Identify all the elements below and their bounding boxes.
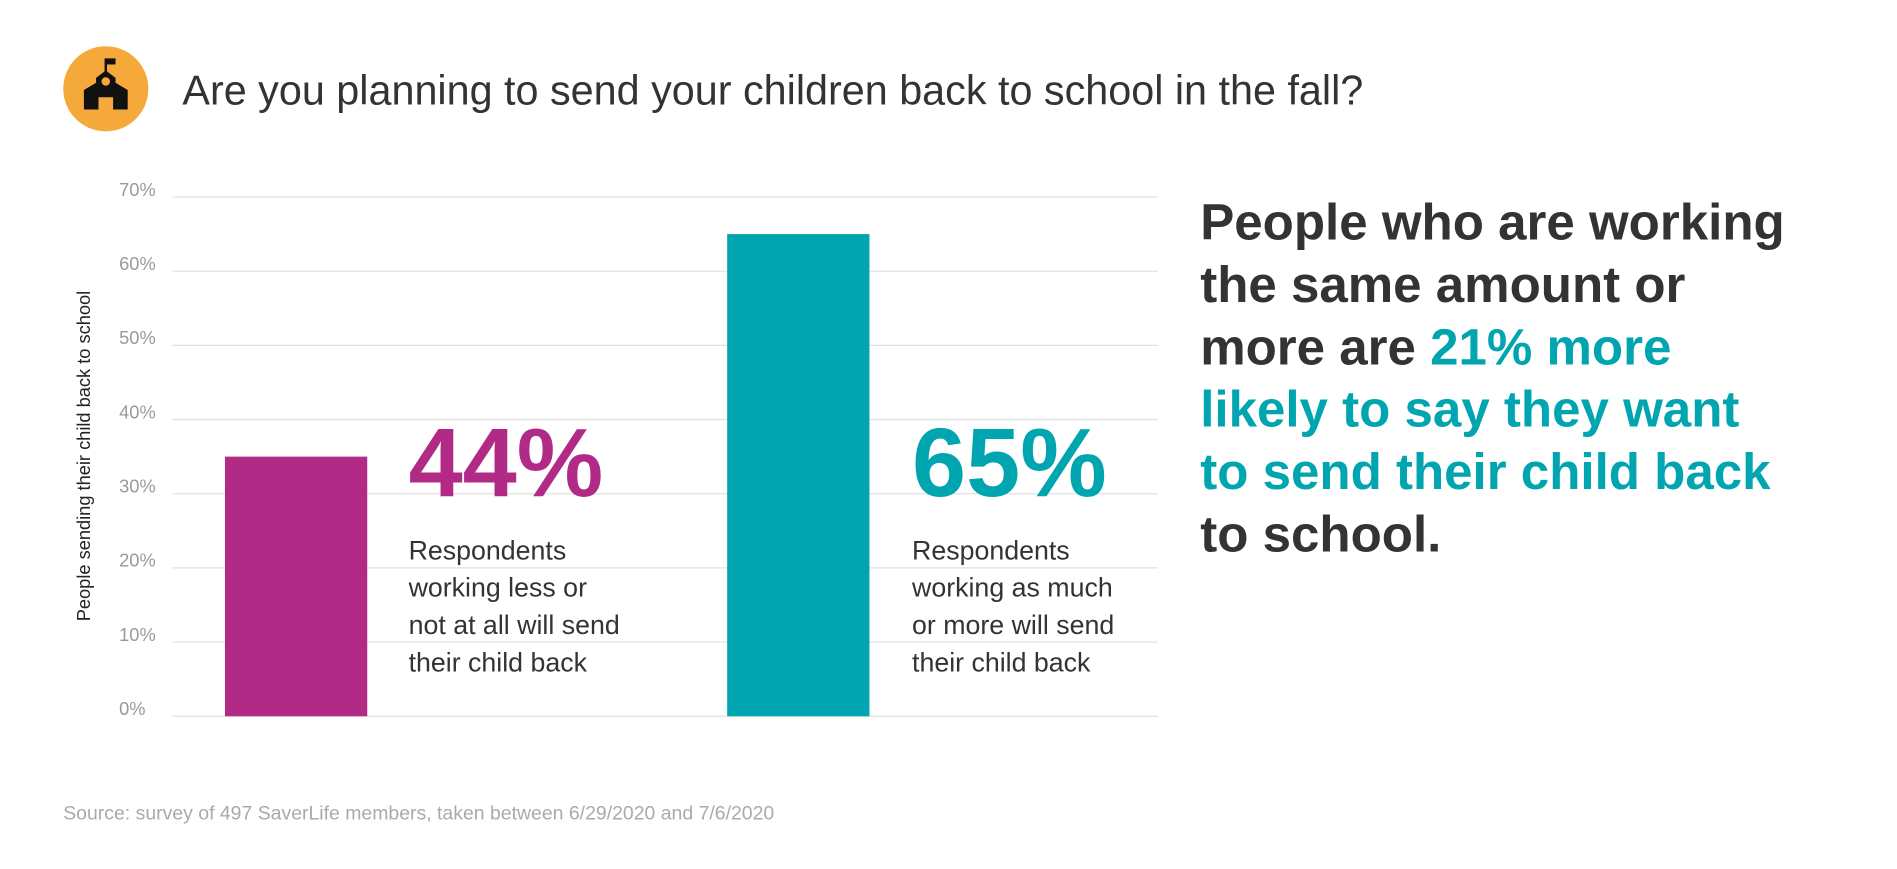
headline-line: likely to say they want — [1200, 381, 1739, 438]
headline-segment: People who are working — [1200, 194, 1785, 251]
headline-line: more are 21% more — [1200, 318, 1671, 375]
chart-title: Are you planning to send your children b… — [182, 68, 1363, 114]
callout-text: or more will send — [912, 610, 1114, 640]
headline-segment: more are — [1200, 318, 1430, 375]
headline-line: to school. — [1200, 505, 1441, 562]
headline-segment: 21% more — [1430, 318, 1671, 375]
callout-text: working less or — [408, 573, 587, 603]
y-tick-label: 70% — [119, 179, 155, 200]
callout-text: not at all will send — [409, 610, 620, 640]
bar — [727, 234, 870, 717]
headline-segment: to school. — [1200, 505, 1441, 562]
headline-line: to send their child back — [1200, 443, 1771, 500]
y-tick-label: 40% — [119, 401, 155, 422]
y-tick-label: 50% — [119, 327, 155, 348]
headline-segment: the same amount or — [1200, 256, 1685, 313]
headline-segment: likely to say they want — [1200, 381, 1739, 438]
headline-line: People who are working — [1200, 194, 1785, 251]
callout-text: Respondents — [912, 535, 1070, 565]
y-axis-label: People sending their child back to schoo… — [73, 291, 94, 621]
headline-line: the same amount or — [1200, 256, 1685, 313]
callout-value: 44% — [409, 408, 604, 517]
y-tick-label: 30% — [119, 476, 155, 497]
y-tick-label: 0% — [119, 698, 145, 719]
y-tick-label: 10% — [119, 624, 155, 645]
bar — [224, 456, 368, 717]
callout-text: working as much — [911, 573, 1113, 603]
y-tick-label: 60% — [119, 253, 155, 274]
callout-value: 65% — [912, 408, 1107, 517]
school-icon — [63, 46, 149, 132]
source: Source: survey of 497 SaverLife members,… — [63, 803, 774, 825]
callout-text: their child back — [409, 647, 588, 677]
callout-text: Respondents — [409, 535, 567, 565]
headline-segment: to send their child back — [1200, 443, 1771, 500]
callout-text: their child back — [912, 647, 1091, 677]
y-tick-label: 20% — [119, 550, 155, 571]
